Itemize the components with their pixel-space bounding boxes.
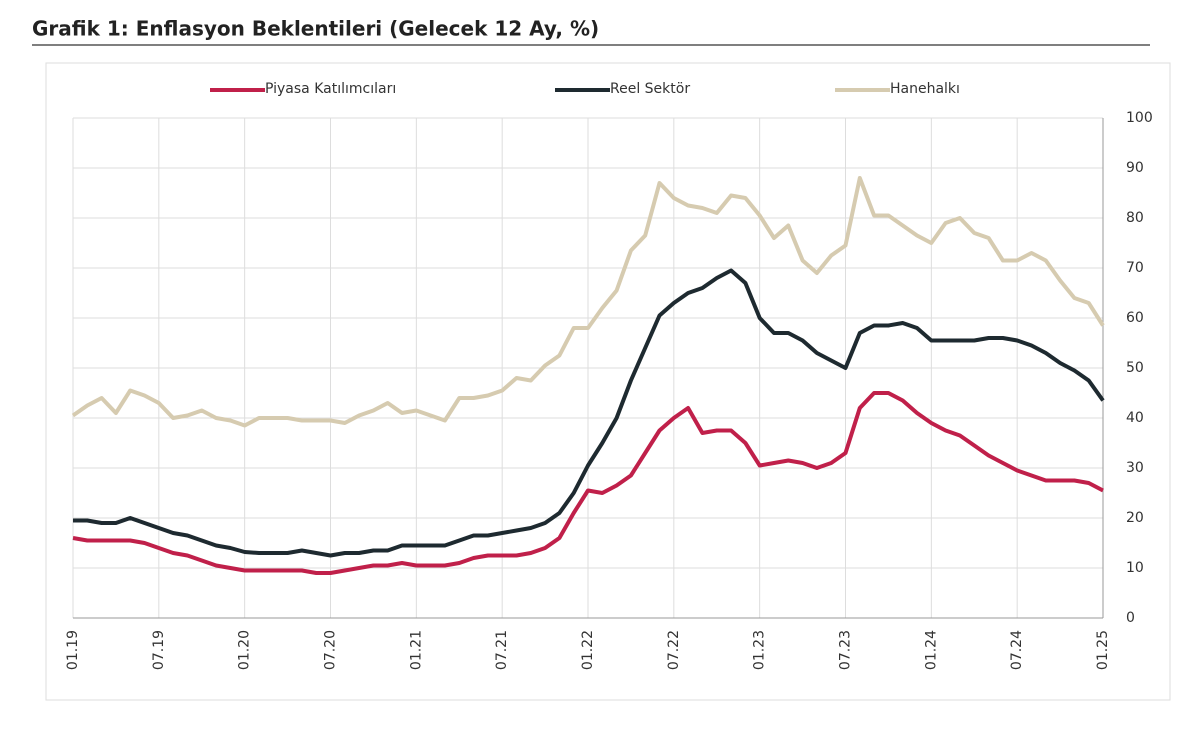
x-tick-label: 01.22 [580, 630, 596, 670]
chart-title: Grafik 1: Enflasyon Beklentileri (Gelece… [32, 17, 599, 41]
series-line [72, 391, 1104, 575]
y-tick-label: 60 [1126, 310, 1144, 326]
y-tick-label: 20 [1126, 510, 1144, 526]
x-tick-label: 01.21 [408, 630, 424, 670]
y-tick-label: 90 [1126, 160, 1144, 176]
series-line [71, 176, 1105, 428]
legend-label: Piyasa Katılımcıları [265, 81, 396, 97]
x-tick-label: 01.19 [65, 630, 81, 670]
y-tick-label: 50 [1126, 360, 1144, 376]
x-tick-label: 07.20 [323, 630, 339, 670]
x-tick-label: 01.24 [923, 630, 939, 670]
y-tick-label: 80 [1126, 210, 1144, 226]
series-line [73, 268, 1105, 558]
y-tick-label: 30 [1126, 460, 1144, 476]
y-tick-label: 100 [1126, 110, 1153, 126]
x-tick-label: 01.25 [1095, 630, 1111, 670]
x-tick-label: 07.19 [151, 630, 167, 670]
y-tick-label: 0 [1126, 610, 1135, 626]
x-tick-label: 01.20 [237, 630, 253, 670]
x-tick-label: 07.21 [494, 630, 510, 670]
y-tick-label: 70 [1126, 260, 1144, 276]
chart-frame [45, 62, 1171, 701]
x-tick-label: 01.23 [752, 630, 768, 670]
legend-label: Hanehalkı [890, 81, 960, 97]
x-tick-label: 07.23 [838, 630, 854, 670]
x-tick-label: 07.24 [1009, 630, 1025, 670]
x-tick-label: 07.22 [666, 630, 682, 670]
y-tick-label: 40 [1126, 410, 1144, 426]
y-tick-label: 10 [1126, 560, 1144, 576]
legend-label: Reel Sektör [610, 81, 690, 97]
